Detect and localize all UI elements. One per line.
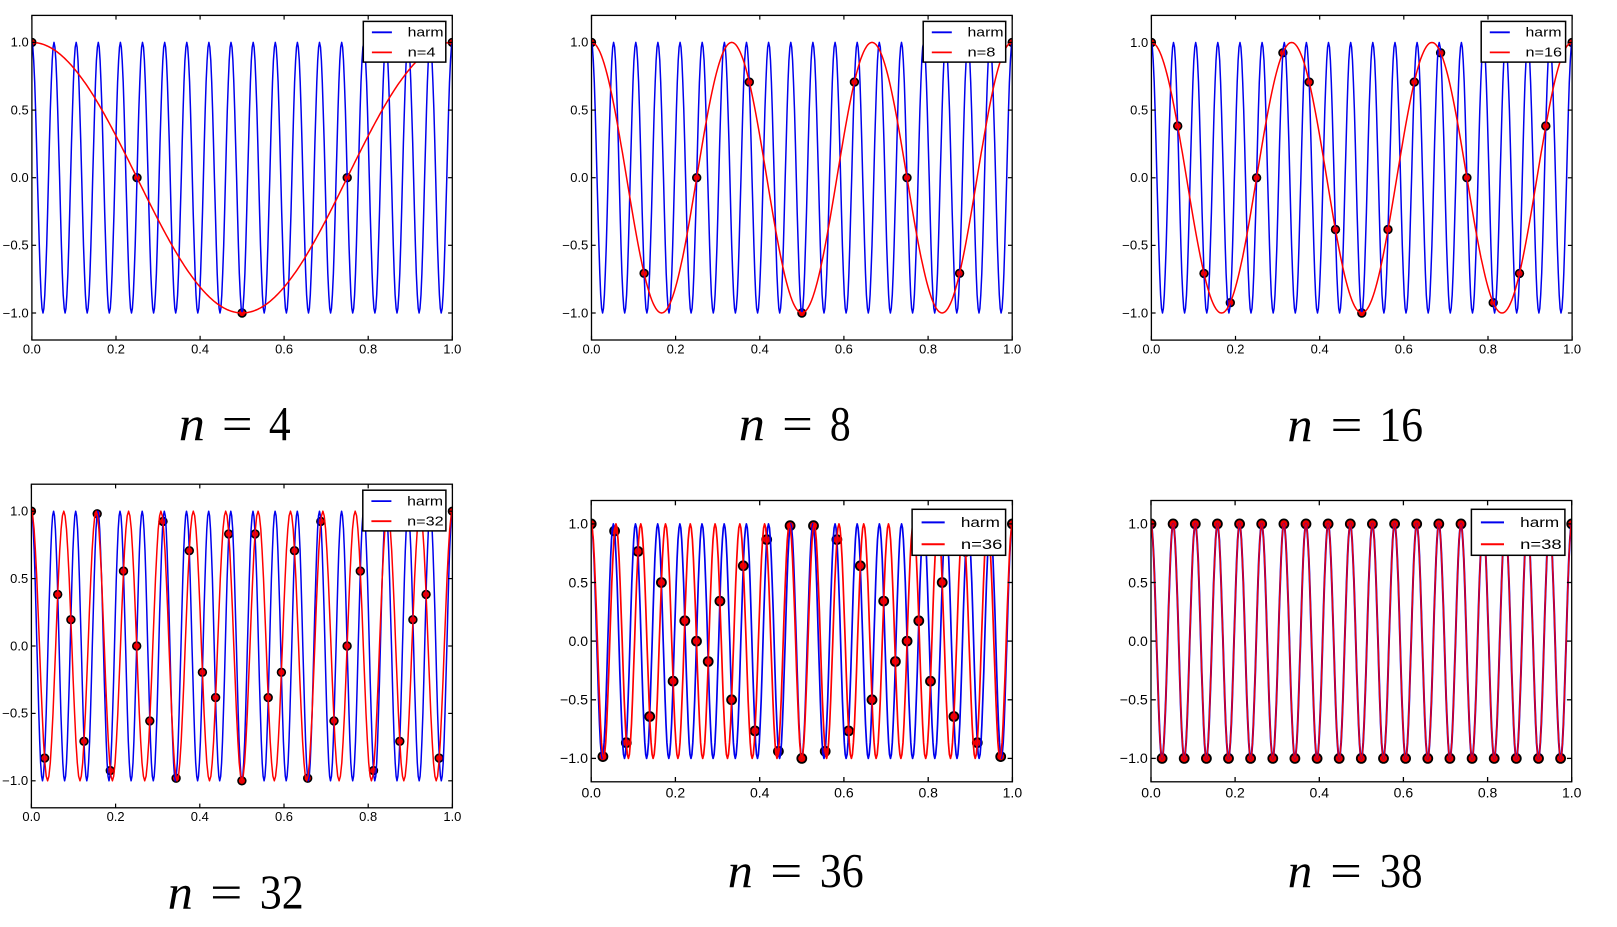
svg-text:−0.5: −0.5 [560,693,588,709]
svg-text:1.0: 1.0 [1130,36,1148,50]
svg-text:harm: harm [1526,26,1562,40]
svg-text:8: 8 [830,396,851,451]
svg-text:=: = [1330,843,1362,898]
svg-text:1.0: 1.0 [10,505,28,519]
svg-text:0.0: 0.0 [583,342,601,356]
svg-text:0.8: 0.8 [359,810,377,824]
svg-text:−1.0: −1.0 [560,751,588,767]
svg-text:0.2: 0.2 [667,342,685,356]
svg-text:0.0: 0.0 [11,171,29,185]
svg-text:36: 36 [820,843,864,898]
svg-text:0.4: 0.4 [191,342,209,356]
svg-text:=: = [770,843,802,898]
svg-text:n: n [739,396,765,451]
svg-text:−1.0: −1.0 [1122,306,1148,320]
svg-text:1.0: 1.0 [1003,342,1021,356]
svg-text:harm: harm [968,26,1004,40]
svg-text:n=8: n=8 [968,46,996,60]
svg-text:harm: harm [1520,515,1559,531]
svg-text:0.2: 0.2 [1227,342,1245,356]
svg-text:0.5: 0.5 [1130,103,1148,117]
svg-text:n: n [168,865,193,920]
svg-text:1.0: 1.0 [1003,785,1023,801]
svg-text:0.6: 0.6 [1394,785,1414,801]
svg-text:0.4: 0.4 [191,810,209,824]
svg-text:0.8: 0.8 [918,785,938,801]
svg-text:n=36: n=36 [961,537,1003,553]
svg-text:0.2: 0.2 [107,342,125,356]
svg-text:n=4: n=4 [408,46,436,60]
svg-text:=: = [1331,397,1363,452]
svg-text:0.8: 0.8 [1479,342,1497,356]
svg-text:38: 38 [1380,843,1423,898]
svg-text:4: 4 [269,396,291,451]
svg-text:0.5: 0.5 [569,575,589,591]
svg-text:−0.5: −0.5 [1120,693,1148,709]
svg-text:0.4: 0.4 [1310,785,1330,801]
svg-text:1.0: 1.0 [570,36,588,50]
svg-text:−1.0: −1.0 [562,306,588,320]
svg-text:=: = [782,396,813,451]
svg-text:n=32: n=32 [407,515,444,529]
svg-text:=: = [210,865,242,920]
svg-text:1.0: 1.0 [11,36,29,50]
svg-text:0.0: 0.0 [22,810,40,824]
svg-text:0.0: 0.0 [1141,785,1161,801]
svg-text:0.0: 0.0 [10,639,28,653]
svg-text:−0.5: −0.5 [2,707,28,721]
svg-text:0.0: 0.0 [1128,634,1148,650]
svg-text:0.6: 0.6 [275,810,293,824]
svg-text:0.2: 0.2 [1225,785,1245,801]
svg-text:0.5: 0.5 [11,103,29,117]
svg-text:n=38: n=38 [1520,537,1562,553]
svg-text:n: n [179,396,205,451]
svg-text:1.0: 1.0 [443,342,461,356]
svg-text:0.0: 0.0 [570,171,588,185]
svg-text:0.6: 0.6 [834,785,854,801]
svg-text:0.0: 0.0 [1142,342,1160,356]
svg-text:32: 32 [260,865,304,920]
svg-text:=: = [222,396,253,451]
svg-text:harm: harm [961,515,1000,531]
svg-text:1.0: 1.0 [443,810,461,824]
svg-text:n: n [728,843,753,898]
svg-text:0.2: 0.2 [107,810,125,824]
svg-text:0.4: 0.4 [750,785,770,801]
svg-text:0.5: 0.5 [570,103,588,117]
svg-text:0.0: 0.0 [569,634,589,650]
svg-text:1.0: 1.0 [1562,785,1582,801]
svg-text:0.6: 0.6 [835,342,853,356]
svg-text:0.8: 0.8 [1478,785,1498,801]
svg-text:0.6: 0.6 [1395,342,1413,356]
svg-text:−0.5: −0.5 [562,239,588,253]
svg-text:0.0: 0.0 [1130,171,1148,185]
svg-text:0.5: 0.5 [1128,575,1148,591]
svg-text:n=16: n=16 [1526,46,1563,60]
svg-text:0.8: 0.8 [359,342,377,356]
svg-text:1.0: 1.0 [1563,342,1581,356]
svg-text:0.8: 0.8 [919,342,937,356]
svg-text:n: n [1288,843,1313,898]
svg-text:0.4: 0.4 [1311,342,1329,356]
svg-text:1.0: 1.0 [569,517,589,533]
svg-text:0.0: 0.0 [23,342,41,356]
svg-text:−1.0: −1.0 [1120,751,1148,767]
svg-text:−1.0: −1.0 [3,306,29,320]
svg-text:n: n [1287,397,1312,452]
svg-text:−0.5: −0.5 [3,239,29,253]
svg-text:16: 16 [1379,397,1423,452]
svg-text:0.2: 0.2 [666,785,686,801]
svg-text:−0.5: −0.5 [1122,239,1148,253]
svg-text:0.0: 0.0 [581,785,601,801]
svg-text:0.5: 0.5 [10,572,28,586]
svg-text:harm: harm [408,26,444,40]
svg-text:0.6: 0.6 [275,342,293,356]
svg-text:harm: harm [407,494,443,508]
svg-text:1.0: 1.0 [1128,517,1148,533]
svg-text:−1.0: −1.0 [2,774,28,788]
svg-text:0.4: 0.4 [751,342,769,356]
